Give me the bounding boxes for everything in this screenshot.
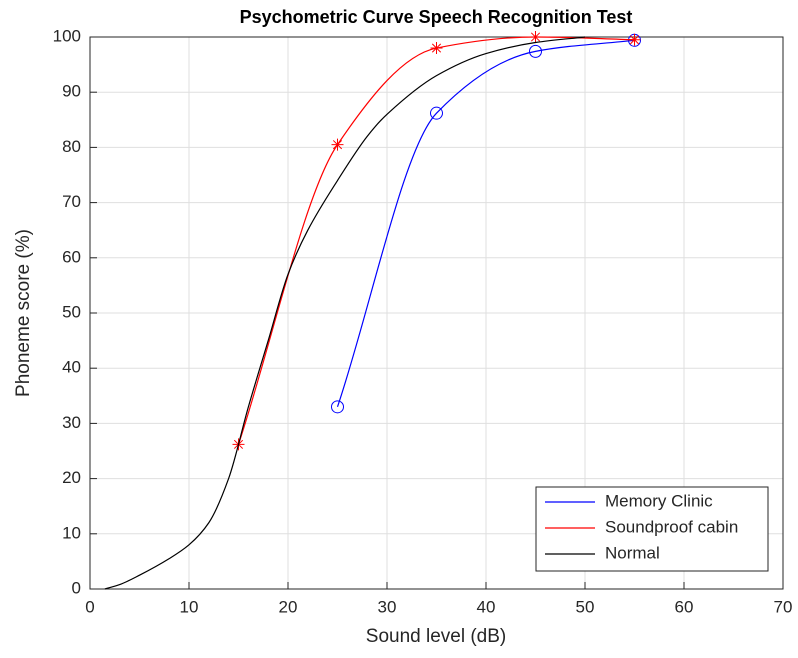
y-tick-label: 70 (62, 192, 81, 211)
legend-label: Normal (605, 543, 660, 562)
marker (529, 44, 542, 58)
y-axis-label: Phoneme score (%) (13, 229, 34, 397)
y-tick-label: 80 (62, 137, 81, 156)
marker-stroke (530, 32, 541, 42)
chart-title: Psychometric Curve Speech Recognition Te… (240, 7, 633, 27)
legend-box (535, 486, 769, 572)
marker (628, 33, 641, 46)
marker (430, 106, 443, 120)
marker (331, 400, 344, 414)
x-tick-label: 50 (576, 597, 595, 616)
legend-label: Memory Clinic (605, 491, 713, 510)
x-tick-label: 70 (774, 597, 793, 616)
y-tick-label: 30 (62, 413, 81, 432)
y-tick-label: 90 (62, 82, 81, 101)
marker (529, 31, 542, 43)
series-line (104, 36, 586, 590)
x-axis-label: Sound level (dB) (366, 626, 506, 647)
marker-stroke (431, 43, 442, 53)
x-tick-label: 10 (180, 597, 199, 616)
marker (331, 138, 344, 151)
legend-label: Soundproof cabin (605, 517, 738, 536)
y-tick-label: 50 (62, 302, 81, 321)
y-tick-label: 0 (72, 578, 81, 597)
marker (430, 42, 443, 55)
x-tick-label: 60 (675, 597, 694, 616)
y-tick-label: 60 (62, 247, 81, 266)
y-tick-label: 20 (62, 468, 81, 487)
x-tick-label: 40 (477, 597, 496, 616)
series-line (336, 39, 635, 408)
y-tick-label: 40 (62, 358, 81, 377)
marker-stroke (629, 35, 640, 45)
y-tick-label: 100 (53, 26, 81, 45)
series-line (237, 36, 635, 445)
x-tick-label: 30 (378, 597, 397, 616)
x-tick-label: 0 (85, 597, 94, 616)
x-tick-label: 20 (279, 597, 298, 616)
y-tick-label: 10 (62, 523, 81, 542)
plot-frame (89, 36, 784, 590)
marker-stroke (332, 140, 343, 150)
